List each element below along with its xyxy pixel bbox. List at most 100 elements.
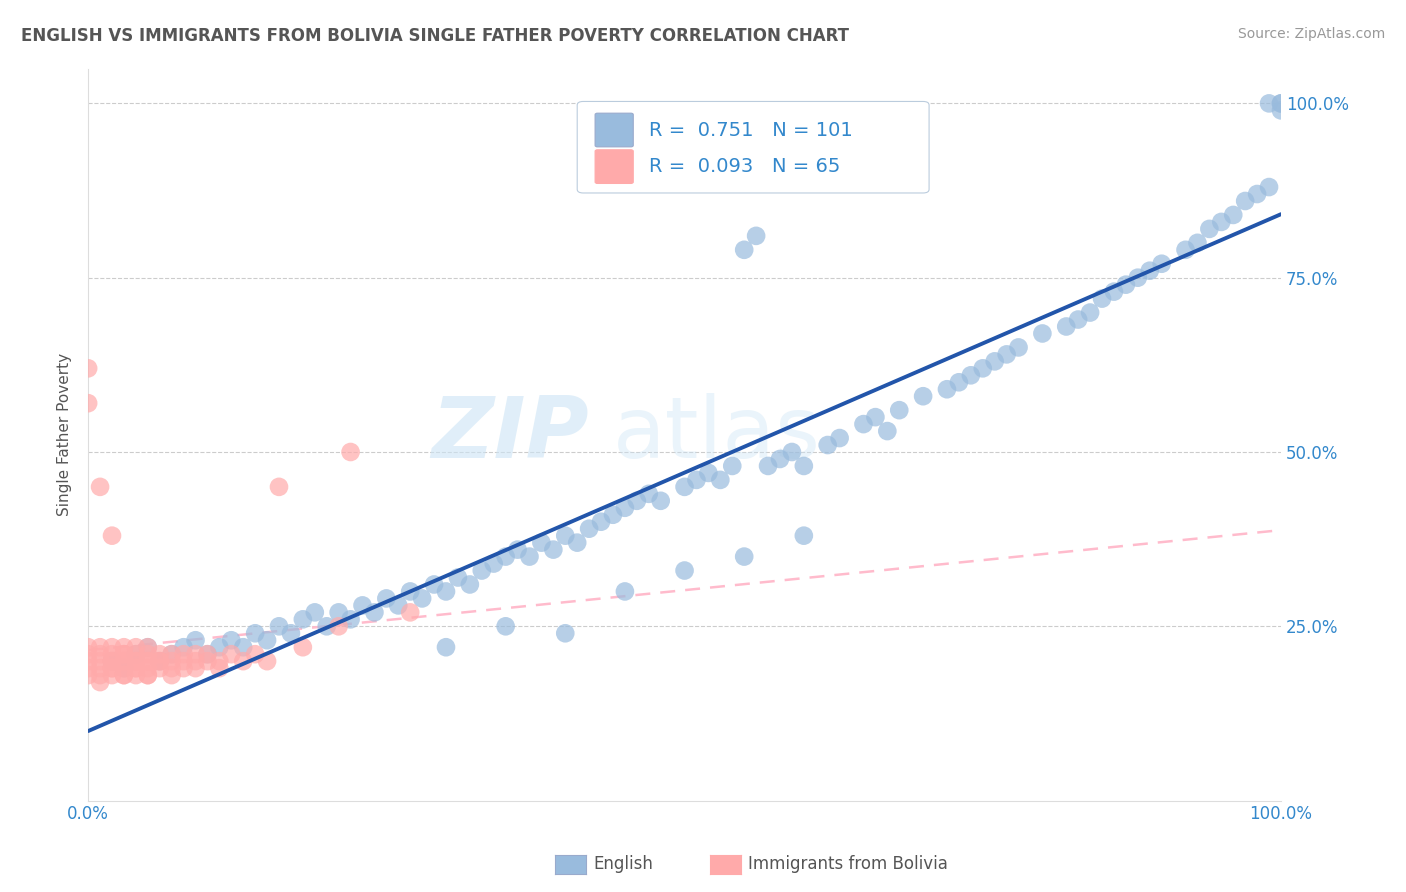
Point <box>136 640 159 655</box>
Text: Source: ZipAtlas.com: Source: ZipAtlas.com <box>1237 27 1385 41</box>
Point <box>613 584 636 599</box>
Point <box>1139 263 1161 277</box>
Point <box>89 675 111 690</box>
Point <box>243 647 266 661</box>
Point <box>1270 96 1292 111</box>
Point <box>89 668 111 682</box>
Point <box>745 228 768 243</box>
Point <box>995 347 1018 361</box>
Point <box>1091 292 1114 306</box>
Point <box>149 654 172 668</box>
Point <box>1270 96 1292 111</box>
Point <box>125 647 148 661</box>
Point <box>602 508 624 522</box>
Point <box>112 654 135 668</box>
Point <box>89 647 111 661</box>
Point <box>936 382 959 396</box>
Point <box>101 640 124 655</box>
Point <box>208 661 231 675</box>
Point <box>173 661 195 675</box>
Point <box>756 458 779 473</box>
Point <box>948 376 970 390</box>
Point <box>793 458 815 473</box>
Point <box>184 661 207 675</box>
Point <box>291 612 314 626</box>
Point <box>1270 103 1292 118</box>
Point <box>136 640 159 655</box>
Point <box>125 647 148 661</box>
Point <box>411 591 433 606</box>
Point <box>733 243 755 257</box>
Point <box>1187 235 1209 250</box>
Point <box>1246 187 1268 202</box>
Point <box>1150 257 1173 271</box>
FancyBboxPatch shape <box>578 102 929 193</box>
Point <box>1031 326 1053 341</box>
Point <box>101 647 124 661</box>
Point <box>184 654 207 668</box>
Point <box>208 654 231 668</box>
Point <box>495 549 517 564</box>
Point <box>77 654 100 668</box>
Point <box>363 606 385 620</box>
Point <box>1102 285 1125 299</box>
Text: atlas: atlas <box>613 393 821 476</box>
Point <box>315 619 337 633</box>
Point <box>530 535 553 549</box>
Point <box>112 661 135 675</box>
Point <box>267 480 290 494</box>
Point <box>173 647 195 661</box>
Point <box>793 529 815 543</box>
Point <box>89 654 111 668</box>
Point <box>685 473 707 487</box>
Y-axis label: Single Father Poverty: Single Father Poverty <box>58 353 72 516</box>
Point <box>136 661 159 675</box>
Point <box>1007 340 1029 354</box>
Point <box>232 640 254 655</box>
Point <box>697 466 720 480</box>
Point <box>149 654 172 668</box>
Point <box>554 626 576 640</box>
Point <box>458 577 481 591</box>
Point <box>554 529 576 543</box>
Text: R =  0.751   N = 101: R = 0.751 N = 101 <box>648 120 852 139</box>
Point <box>650 493 672 508</box>
Point <box>184 647 207 661</box>
Point <box>399 606 422 620</box>
Point <box>89 661 111 675</box>
Text: ENGLISH VS IMMIGRANTS FROM BOLIVIA SINGLE FATHER POVERTY CORRELATION CHART: ENGLISH VS IMMIGRANTS FROM BOLIVIA SINGL… <box>21 27 849 45</box>
Point <box>136 654 159 668</box>
Point <box>423 577 446 591</box>
Point <box>125 654 148 668</box>
Point <box>1115 277 1137 292</box>
Point <box>197 647 219 661</box>
Point <box>434 640 457 655</box>
Point <box>578 522 600 536</box>
Point <box>447 570 470 584</box>
Point <box>160 661 183 675</box>
Point <box>673 480 696 494</box>
Point <box>280 626 302 640</box>
Point <box>77 647 100 661</box>
Text: Immigrants from Bolivia: Immigrants from Bolivia <box>748 855 948 873</box>
Point <box>1211 215 1233 229</box>
Point <box>1067 312 1090 326</box>
Point <box>339 612 361 626</box>
Point <box>136 654 159 668</box>
Point <box>149 654 172 668</box>
Point <box>375 591 398 606</box>
Point <box>112 647 135 661</box>
Point <box>221 633 243 648</box>
Point <box>543 542 565 557</box>
Point <box>101 661 124 675</box>
Point <box>1258 96 1281 111</box>
Point <box>256 654 278 668</box>
Point <box>471 564 494 578</box>
Point <box>112 661 135 675</box>
Point <box>1174 243 1197 257</box>
Point <box>125 661 148 675</box>
Text: R =  0.093   N = 65: R = 0.093 N = 65 <box>648 157 841 176</box>
Point <box>721 458 744 473</box>
Point <box>101 529 124 543</box>
Point <box>243 626 266 640</box>
